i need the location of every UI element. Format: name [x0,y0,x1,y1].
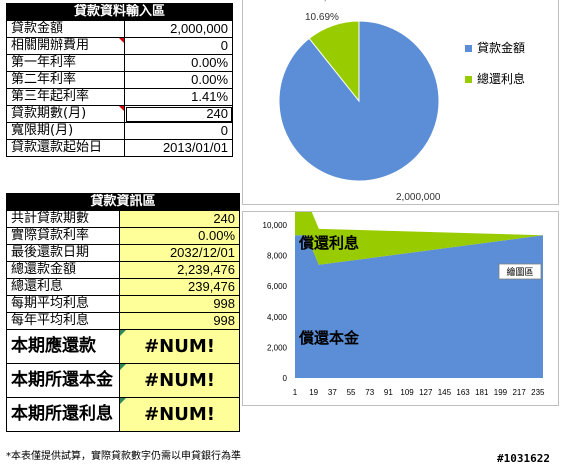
grace-period-cell[interactable]: 0 [123,122,234,140]
plot-area-tooltip-label: 繪圖區 [506,266,533,278]
cell-label[interactable]: 貸款期數(月) [6,105,125,123]
current-payment-cell[interactable]: #NUM! [118,329,241,364]
pie-label-interest-percent: 10.69% [305,12,339,23]
cell-label[interactable]: 本期所還利息 [6,397,120,432]
x-tick-label: 217 [512,388,526,397]
plot-area-tooltip [498,263,542,280]
table-row: 貸款金額 2,000,000 [6,20,234,38]
table-row: 相關開辦費用 0 [6,37,234,55]
input-table-title: 貸款資料輸入區 [5,3,234,21]
table-row: 實際貸款利率 0.00% [6,227,241,245]
table-row: 第二年利率 0.00% [6,71,234,89]
table-row: 貸款還款起始日 2013/01/01 [6,139,234,157]
cell-label[interactable]: 貸款還款起始日 [6,139,125,157]
legend-label-principal: 貸款金額 [477,40,525,55]
rate-year2-cell[interactable]: 0.00% [123,71,234,89]
footnote: *本表僅提供試算，實際貸款數字仍需以申貸銀行為準 [6,451,241,462]
fee-cell[interactable]: 0 [123,37,234,55]
cell-label[interactable]: 最後還款日期 [6,244,120,262]
x-tick-label: 73 [365,388,374,397]
loan-amount-cell[interactable]: 2,000,000 [123,20,234,38]
cell-label[interactable]: 貸款金額 [6,20,125,38]
area-series-principal [295,235,543,378]
legend-swatch-interest [465,76,472,83]
rate-year1-cell[interactable]: 0.00% [123,54,234,72]
legend-label-interest: 總還利息 [477,71,525,86]
y-tick-label: 8,000 [267,252,288,261]
y-tick-label: 10,000 [263,221,288,230]
x-tick-label: 1 [293,388,298,397]
actual-rate-cell[interactable]: 0.00% [118,227,241,245]
cell-label[interactable]: 第三年起利率 [6,88,125,106]
table-row: 本期應還款 #NUM! [6,329,241,364]
table-row: 總還利息 239,476 [6,278,241,296]
loan-info-table: 貸款資訊區 共計貸款期數 240 實際貸款利率 0.00% 最後還款日期 2032/1… [5,193,241,432]
table-row: 貸款期數(月) 240 [6,105,234,123]
area-chart[interactable]: 0 2,000 4,000 6,000 8,000 10,000 1 19 37 55 73 91 10… [242,211,559,406]
x-tick-label: 181 [475,388,489,397]
stamp: #1031622 [497,452,550,465]
cell-label[interactable]: 第二年利率 [6,71,125,89]
pie-slice-interest [308,20,360,103]
rate-year3-cell[interactable]: 1.41% [123,88,234,106]
cell-label[interactable]: 寬限期(月) [6,122,125,140]
cell-label[interactable]: 總還利息 [6,278,120,296]
cell-label[interactable]: 第一年利率 [6,54,125,72]
x-tick-label: 109 [400,388,414,397]
cell-label[interactable]: 共計貸款期數 [6,210,120,228]
y-tick-label: 0 [283,374,288,383]
start-date-cell[interactable]: 2013/01/01 [123,139,234,157]
x-tick-label: 127 [419,388,433,397]
y-tick-label: 4,000 [267,313,288,322]
cell-label[interactable]: 實際貸款利率 [6,227,120,245]
cell-label[interactable]: 本期應還款 [6,329,120,364]
avg-interest-year-cell[interactable]: 998 [118,312,241,330]
last-payment-date-cell[interactable]: 2032/12/01 [118,244,241,262]
table-row: 每年平均利息 998 [6,312,241,330]
cell-label[interactable]: 總還款金額 [6,261,120,279]
total-interest-cell[interactable]: 239,476 [118,278,241,296]
cell-label[interactable]: 每期平均利息 [6,295,120,313]
pie-label-principal-value: 2,000,000 [396,192,441,203]
current-principal-cell[interactable]: #NUM! [118,363,241,398]
x-tick-label: 37 [328,388,337,397]
legend-swatch-principal [465,45,472,52]
cell-label[interactable]: 相關開辦費用 [6,37,125,55]
series-label-principal: 償還本金 [298,329,360,347]
loan-input-table: 貸款資料輸入區 貸款金額 2,000,000 相關開辦費用 0 第一年利率 0.00%… [5,3,234,157]
cell-label[interactable]: 本期所還本金 [6,363,120,398]
x-tick-label: 19 [309,388,318,397]
pie-label-interest-value: 239,476 [307,0,344,3]
current-interest-cell[interactable]: #NUM! [118,397,241,432]
total-repayment-cell[interactable]: 2,239,476 [118,261,241,279]
area-series-interest [295,212,543,265]
x-tick-label: 163 [456,388,470,397]
table-row: 本期所還利息 #NUM! [6,397,241,432]
info-table-title: 貸款資訊區 [5,193,241,211]
area-chart-svg: 0 2,000 4,000 6,000 8,000 10,000 1 19 37 55 73 91 10… [263,212,545,397]
y-tick-label: 6,000 [267,282,288,291]
table-row: 每期平均利息 998 [6,295,241,313]
table-row: 總還款金額 2,239,476 [6,261,241,279]
x-tick-label: 55 [347,388,356,397]
y-tick-label: 2,000 [267,343,288,352]
total-periods-cell[interactable]: 240 [118,210,241,228]
table-row: 本期所還本金 #NUM! [6,363,241,398]
avg-interest-period-cell[interactable]: 998 [118,295,241,313]
table-row: 最後還款日期 2032/12/01 [6,244,241,262]
x-tick-label: 235 [531,388,545,397]
table-row: 第一年利率 0.00% [6,54,234,72]
table-row: 寬限期(月) 0 [6,122,234,140]
series-label-interest: 償還利息 [298,234,359,252]
x-tick-label: 91 [384,388,393,397]
cell-label[interactable]: 每年平均利息 [6,312,120,330]
x-tick-label: 145 [438,388,452,397]
table-row: 第三年起利率 1.41% [6,88,234,106]
table-row: 共計貸款期數 240 [6,210,241,228]
loan-term-cell[interactable]: 240 [123,105,234,123]
x-tick-label: 199 [494,388,508,397]
